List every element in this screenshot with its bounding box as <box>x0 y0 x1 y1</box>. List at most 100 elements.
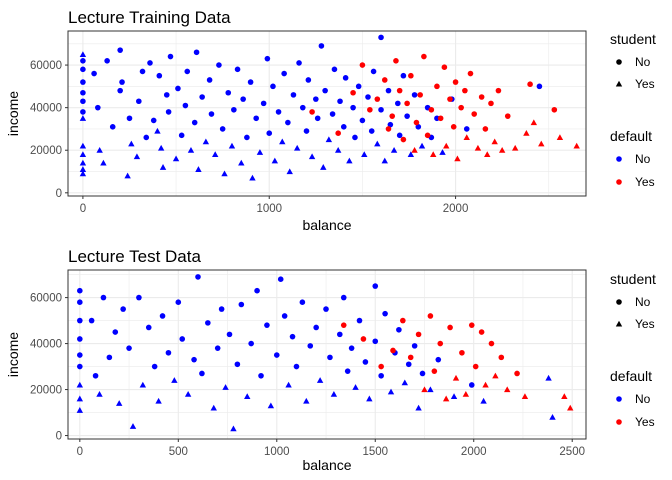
data-point-circle <box>240 96 246 102</box>
data-point-circle <box>120 306 126 312</box>
legend-default-label: No <box>635 152 651 166</box>
x-tick-label: 1000 <box>264 446 290 458</box>
data-point-triangle <box>411 147 418 153</box>
x-tick-label: 500 <box>169 446 188 458</box>
data-point-circle <box>329 111 336 117</box>
x-tick-label: 2500 <box>559 446 585 458</box>
data-point-circle <box>106 354 113 361</box>
data-point-circle <box>293 363 300 370</box>
data-point-circle <box>495 87 502 94</box>
legend-default-label: Yes <box>635 415 655 429</box>
data-point-circle <box>231 106 237 113</box>
data-point-circle <box>408 72 414 79</box>
data-point-circle <box>488 100 494 107</box>
data-point-circle <box>91 70 97 77</box>
data-point-circle <box>400 317 406 324</box>
data-point-circle <box>482 126 489 132</box>
data-point-circle <box>80 98 86 105</box>
data-point-triangle <box>210 404 217 411</box>
data-point-circle <box>80 109 86 115</box>
data-point-circle <box>362 359 369 365</box>
x-axis-title: balance <box>302 457 351 473</box>
legend-key-color <box>616 156 622 162</box>
data-point-circle <box>314 115 321 122</box>
data-point-triangle <box>374 140 381 147</box>
data-point-triangle <box>463 134 470 141</box>
data-point-circle <box>434 83 440 90</box>
data-point-circle <box>428 106 435 113</box>
data-point-triangle <box>480 397 487 404</box>
data-point-triangle <box>79 51 87 57</box>
data-point-triangle <box>195 166 202 172</box>
data-point-circle <box>313 96 319 102</box>
data-point-circle <box>307 343 314 349</box>
data-point-triangle <box>430 151 437 158</box>
legend-key-triangle <box>615 80 623 87</box>
data-point-triangle <box>538 140 545 147</box>
data-point-circle <box>296 60 302 66</box>
data-point-circle <box>281 313 288 319</box>
data-point-circle <box>313 324 319 331</box>
data-point-circle <box>290 92 297 98</box>
data-point-circle <box>335 130 341 136</box>
data-point-triangle <box>415 404 422 411</box>
data-point-circle <box>365 94 371 100</box>
data-point-circle <box>145 324 152 331</box>
data-point-circle <box>143 134 150 141</box>
x-tick-label: 2000 <box>461 446 487 458</box>
data-point-circle <box>238 301 245 308</box>
data-point-triangle <box>171 377 178 383</box>
data-point-triangle <box>439 149 446 155</box>
data-point-triangle <box>567 404 574 411</box>
data-point-triangle <box>79 151 87 158</box>
legend-key-triangle <box>615 320 623 327</box>
data-point-circle <box>136 294 142 301</box>
data-point-circle <box>195 274 201 280</box>
data-point-circle <box>421 53 427 60</box>
data-point-circle <box>119 79 125 85</box>
data-point-triangle <box>454 155 461 162</box>
data-point-circle <box>331 66 338 73</box>
data-point-triangle <box>316 377 324 383</box>
plot-panel <box>68 31 586 196</box>
data-point-circle <box>234 361 241 368</box>
data-point-circle <box>400 136 407 143</box>
data-point-circle <box>151 363 158 370</box>
data-point-triangle <box>418 142 426 149</box>
data-point-triangle <box>129 423 137 429</box>
data-point-circle <box>340 124 347 130</box>
data-point-circle <box>356 317 363 324</box>
data-point-circle <box>514 370 520 377</box>
data-point-triangle <box>390 147 398 153</box>
data-point-circle <box>387 121 394 128</box>
y-tick-label: 40000 <box>30 339 62 351</box>
data-point-triangle <box>511 144 519 151</box>
data-point-circle <box>527 81 533 88</box>
data-point-triangle <box>545 374 552 381</box>
data-point-circle <box>260 100 267 107</box>
data-point-triangle <box>346 157 353 164</box>
data-point-circle <box>381 77 388 83</box>
data-point-circle <box>264 55 271 62</box>
data-point-triangle <box>556 134 564 141</box>
data-point-circle <box>253 115 259 122</box>
data-point-circle <box>206 77 213 83</box>
data-point-circle <box>374 96 381 102</box>
data-point-circle <box>117 87 123 94</box>
data-point-circle <box>382 310 388 317</box>
data-point-circle <box>309 109 315 115</box>
data-point-triangle <box>308 153 316 160</box>
data-point-circle <box>447 324 453 331</box>
data-point-triangle <box>100 159 107 166</box>
data-point-circle <box>167 53 174 60</box>
data-point-triangle <box>491 138 498 145</box>
data-point-triangle <box>474 144 482 151</box>
y-tick-label: 0 <box>56 431 62 443</box>
data-point-circle <box>199 370 205 377</box>
data-point-circle <box>270 83 276 90</box>
data-point-circle <box>303 128 310 134</box>
data-point-circle <box>462 87 468 94</box>
plot-panel <box>68 270 586 439</box>
y-tick-label: 20000 <box>30 385 62 397</box>
y-tick-label: 20000 <box>30 145 62 157</box>
